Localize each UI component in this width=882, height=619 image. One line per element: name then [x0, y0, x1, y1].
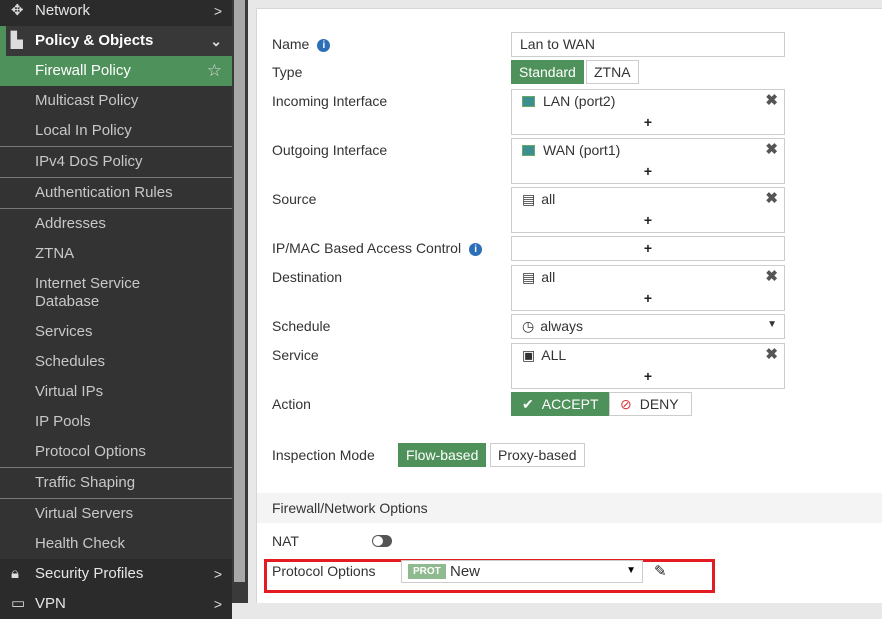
name-label: Name i — [272, 36, 331, 52]
deny-icon: ⊘ — [620, 396, 632, 412]
action-deny-button[interactable]: ⊘ DENY — [609, 392, 692, 416]
protocol-options-label: Protocol Options — [272, 563, 376, 579]
divider — [0, 467, 232, 468]
divider — [0, 498, 232, 499]
sidebar-item-firewall-policy[interactable]: Firewall Policy ☆ — [0, 56, 232, 86]
ipmac-field[interactable]: + — [511, 236, 785, 261]
document-icon: ▙ — [11, 32, 23, 49]
source-label: Source — [272, 191, 317, 207]
chevron-down-icon: ⌄ — [210, 33, 222, 49]
incoming-interface-label: Incoming Interface — [272, 93, 388, 109]
address-icon: ▤ — [522, 191, 536, 207]
caret-down-icon: ▼ — [767, 319, 777, 330]
protocol-options-value: New — [450, 563, 481, 580]
remove-icon[interactable]: ✖ — [765, 141, 778, 158]
source-field[interactable]: ▤ all ✖ + — [511, 187, 785, 233]
sidebar-item-virtual-servers[interactable]: Virtual Servers — [35, 505, 134, 522]
schedule-icon: ◷ — [522, 318, 535, 334]
add-icon[interactable]: + — [643, 163, 653, 179]
schedule-label: Schedule — [272, 318, 331, 334]
sidebar-item-authentication-rules[interactable]: Authentication Rules — [35, 184, 173, 201]
action-accept-button[interactable]: ✔ ACCEPT — [511, 392, 610, 416]
schedule-select[interactable]: ◷ always ▼ — [511, 314, 785, 339]
sidebar-item-virtual-ips[interactable]: Virtual IPs — [35, 383, 104, 400]
type-label: Type — [272, 64, 303, 80]
sidebar-item-ztna[interactable]: ZTNA — [35, 245, 75, 262]
sidebar-item-network[interactable]: ✥ Network > — [0, 0, 232, 26]
info-icon[interactable]: i — [469, 243, 483, 256]
divider — [0, 177, 232, 178]
add-icon[interactable]: + — [643, 212, 653, 228]
add-icon[interactable]: + — [643, 240, 653, 256]
move-icon: ✥ — [11, 2, 24, 19]
inspection-flow-button[interactable]: Flow-based — [398, 443, 487, 467]
remove-icon[interactable]: ✖ — [765, 190, 778, 207]
add-icon[interactable]: + — [643, 114, 653, 130]
action-label: Action — [272, 396, 311, 412]
sidebar-item-schedules[interactable]: Schedules — [35, 353, 106, 370]
remove-icon[interactable]: ✖ — [765, 268, 778, 285]
sidebar-item-vpn[interactable]: ▭ VPN > — [0, 589, 232, 619]
inspection-proxy-button[interactable]: Proxy-based — [490, 443, 585, 467]
chevron-right-icon: > — [213, 566, 222, 582]
incoming-interface-value: LAN (port2) — [543, 93, 616, 109]
address-icon: ▤ — [522, 269, 536, 285]
divider — [0, 146, 232, 147]
type-standard-button[interactable]: Standard — [511, 60, 584, 84]
scrollbar-thumb[interactable] — [234, 0, 245, 582]
outgoing-interface-label: Outgoing Interface — [272, 142, 388, 158]
sidebar-item-protocol-options[interactable]: Protocol Options — [35, 443, 146, 460]
destination-label: Destination — [272, 269, 343, 285]
remove-icon[interactable]: ✖ — [765, 346, 778, 363]
sidebar-item-services[interactable]: Services — [35, 323, 93, 340]
inspection-mode-label: Inspection Mode — [272, 447, 375, 463]
nat-label: NAT — [272, 533, 299, 549]
chevron-right-icon: > — [213, 3, 222, 19]
outgoing-interface-field[interactable]: WAN (port1) ✖ + — [511, 138, 785, 184]
divider — [0, 208, 232, 209]
sidebar: ✥ Network > ▙ Policy & Objects ⌄ Firewall Po… — [0, 0, 232, 619]
add-icon[interactable]: + — [643, 290, 653, 306]
outgoing-interface-value: WAN (port1) — [543, 142, 621, 158]
sidebar-item-ip-pools[interactable]: IP Pools — [35, 413, 91, 430]
interface-port-icon — [522, 145, 535, 156]
lock-icon: 🔒︎ — [11, 565, 19, 582]
caret-down-icon: ▼ — [626, 565, 636, 576]
service-field[interactable]: ▣ ALL ✖ + — [511, 343, 785, 389]
chevron-right-icon: > — [213, 596, 222, 612]
check-icon: ✔ — [522, 396, 534, 412]
star-icon[interactable]: ☆ — [206, 61, 222, 80]
type-ztna-button[interactable]: ZTNA — [586, 60, 639, 84]
sidebar-item-policy-objects[interactable]: ▙ Policy & Objects ⌄ — [0, 26, 232, 56]
monitor-icon: ▭ — [11, 595, 26, 612]
add-icon[interactable]: + — [643, 368, 653, 384]
nat-toggle[interactable] — [372, 535, 392, 547]
remove-icon[interactable]: ✖ — [765, 92, 778, 109]
sidebar-item-security-profiles[interactable]: 🔒︎ Security Profiles > — [0, 559, 232, 589]
sidebar-item-multicast-policy[interactable]: Multicast Policy — [35, 92, 139, 109]
sidebar-item-traffic-shaping[interactable]: Traffic Shaping — [35, 474, 136, 491]
protocol-options-select[interactable]: PROT New ▼ — [401, 560, 643, 583]
sidebar-item-ipv4-dos-policy[interactable]: IPv4 DoS Policy — [35, 153, 143, 170]
service-icon: ▣ — [522, 347, 536, 363]
ipmac-label: IP/MAC Based Access Control i — [272, 240, 483, 256]
info-icon[interactable]: i — [317, 39, 331, 52]
interface-port-icon — [522, 96, 535, 107]
sidebar-item-health-check[interactable]: Health Check — [35, 535, 126, 552]
sidebar-scrollbar[interactable] — [232, 0, 248, 603]
name-input[interactable]: Lan to WAN — [511, 32, 785, 57]
destination-field[interactable]: ▤ all ✖ + — [511, 265, 785, 311]
edit-pencil-icon[interactable]: ✎ — [654, 563, 667, 580]
incoming-interface-field[interactable]: LAN (port2) ✖ + — [511, 89, 785, 135]
sidebar-item-addresses[interactable]: Addresses — [35, 215, 106, 232]
section-header: Firewall/Network Options — [257, 493, 882, 523]
sidebar-item-internet-service-database[interactable]: Internet Service Database — [35, 275, 141, 310]
sidebar-item-local-in-policy[interactable]: Local In Policy — [35, 122, 132, 139]
prot-badge: PROT — [408, 564, 446, 579]
service-label: Service — [272, 347, 319, 363]
